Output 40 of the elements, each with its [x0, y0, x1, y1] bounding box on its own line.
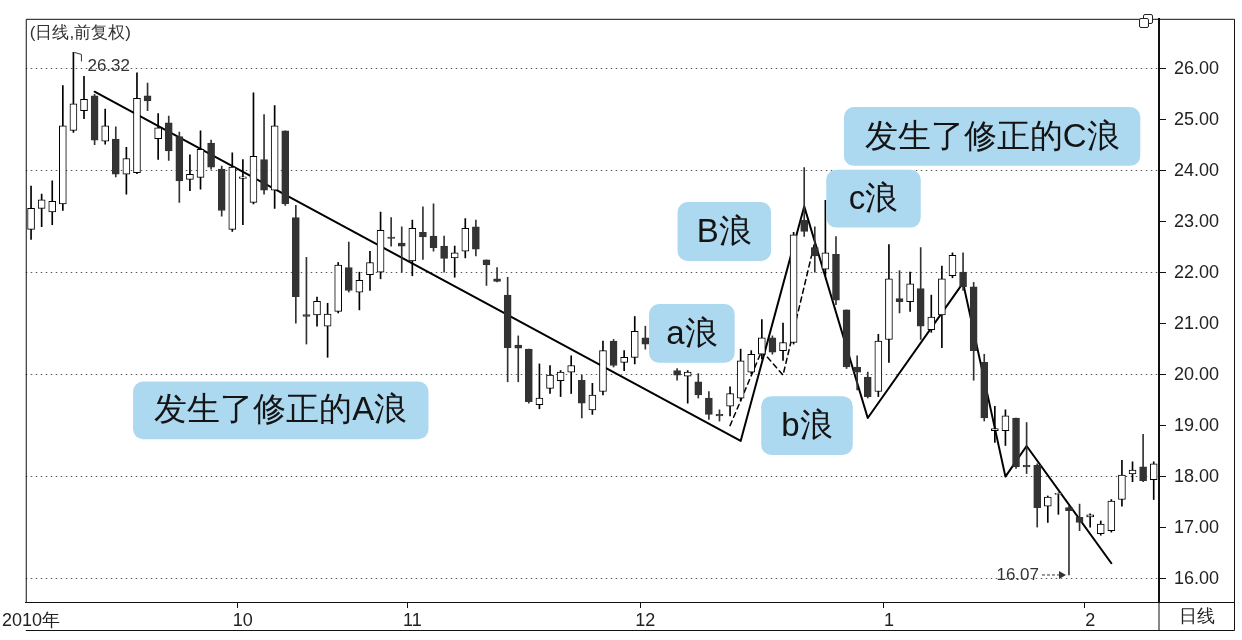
candlestick — [154, 113, 162, 160]
y-tick-label: 20.00 — [1174, 363, 1220, 384]
y-tick-label: 19.00 — [1174, 414, 1220, 435]
annotation: 发生了修正的C浪 — [864, 116, 1120, 154]
y-tick-label: 26.00 — [1174, 57, 1220, 78]
candlestick — [1086, 513, 1094, 528]
x-tick-label: 12 — [635, 609, 656, 630]
candlestick — [450, 245, 459, 278]
annotation: b浪 — [781, 405, 833, 443]
candlestick — [239, 159, 247, 226]
y-tick-label: 23.00 — [1174, 210, 1220, 231]
x-axis-title: 日线 — [1179, 606, 1215, 627]
candlestick — [810, 226, 819, 273]
y-tick-label: 16.00 — [1174, 567, 1220, 588]
annotation: a浪 — [666, 313, 718, 351]
x-tick-label: 1 — [883, 609, 894, 630]
y-tick-label: 25.00 — [1174, 108, 1220, 129]
x-tick-label: 11 — [402, 609, 422, 630]
candlestick — [387, 217, 395, 247]
candlestick — [800, 167, 809, 237]
candlestick — [567, 355, 576, 394]
candlestick — [779, 322, 787, 361]
annotation: 发生了修正的A浪 — [154, 390, 408, 428]
annotation: c浪 — [848, 178, 899, 216]
candlestick — [186, 154, 194, 191]
x-tick-label: 2010年 — [2, 609, 61, 630]
candlestick — [991, 405, 999, 443]
text: 16.07 — [996, 564, 1039, 584]
x-tick-label: 10 — [232, 609, 253, 630]
chart-title: (日线,前复权) — [29, 23, 131, 43]
candlestick — [1065, 505, 1073, 576]
y-tick-label: 22.00 — [1174, 261, 1220, 282]
annotation: B浪 — [696, 211, 752, 249]
y-tick-label: 17.00 — [1174, 516, 1220, 537]
y-tick-label: 21.00 — [1174, 312, 1220, 333]
candlestick — [419, 206, 427, 260]
y-tick-label: 24.00 — [1174, 159, 1220, 180]
text: 26.32 — [87, 56, 130, 76]
y-tick-label: 18.00 — [1174, 465, 1220, 486]
x-tick-label: 2 — [1085, 609, 1096, 630]
